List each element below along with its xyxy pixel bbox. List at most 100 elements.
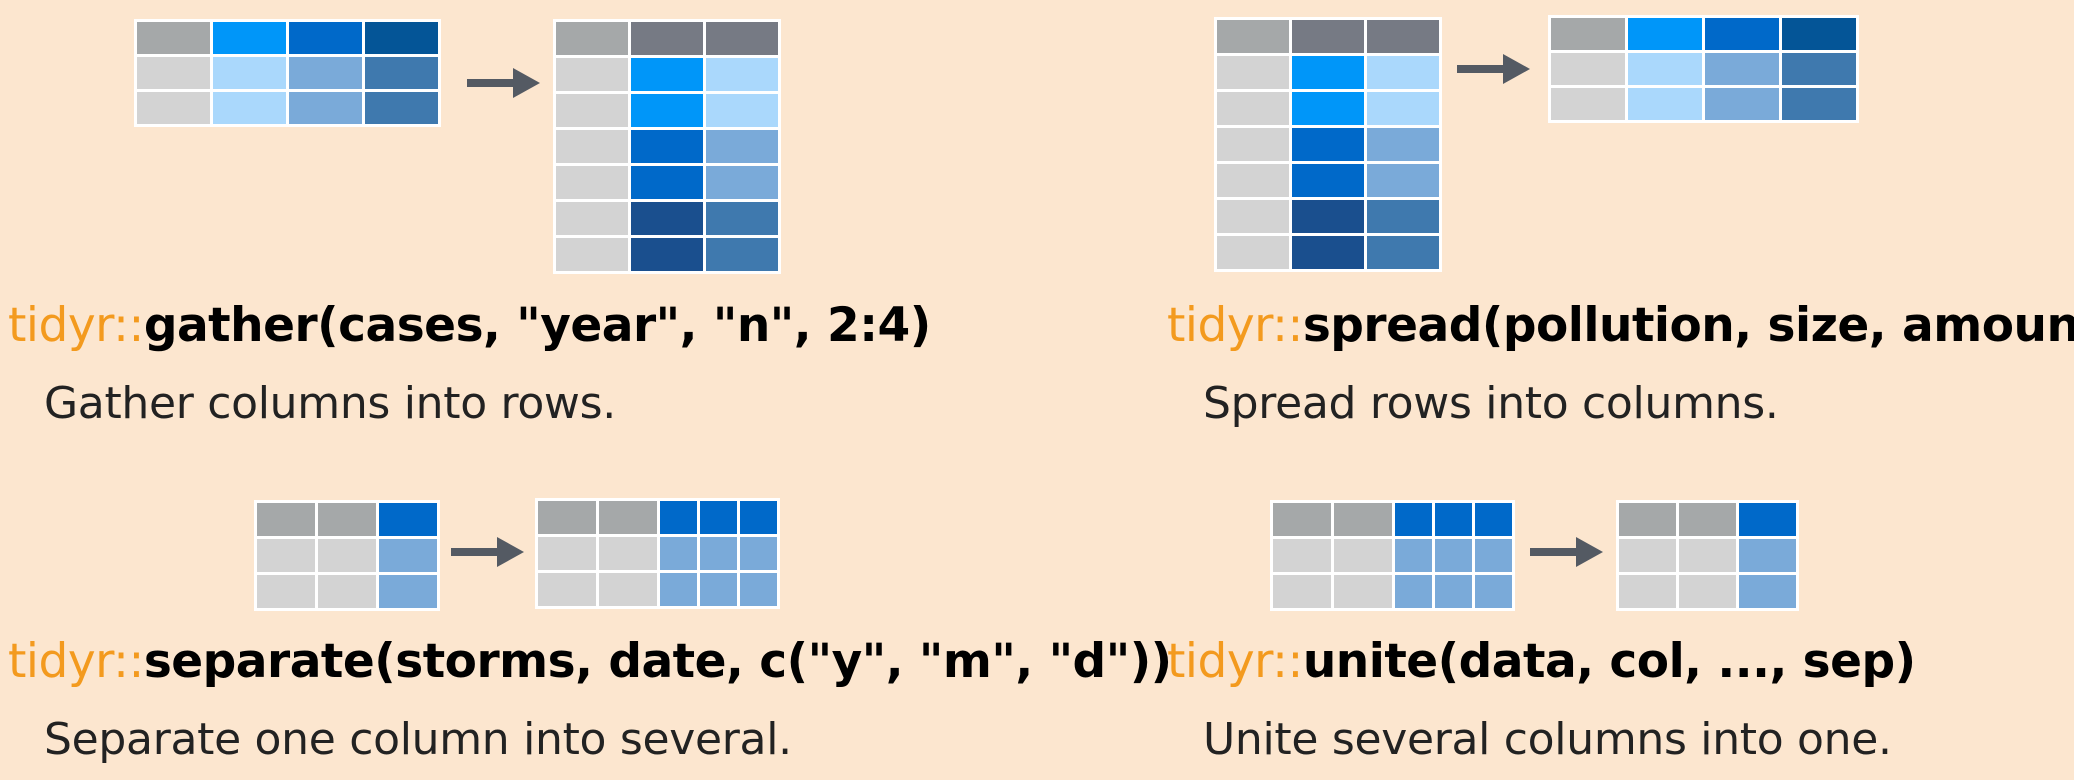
table-cell	[706, 58, 778, 91]
table-cell	[1435, 503, 1472, 536]
table-cell	[706, 202, 778, 235]
table-cell	[1217, 92, 1289, 125]
table-cell	[213, 92, 286, 124]
table-cell	[1782, 18, 1856, 50]
table-cell	[706, 94, 778, 127]
table-cell	[379, 539, 437, 572]
table-cell	[599, 501, 657, 534]
table-cell	[1217, 236, 1289, 269]
spread-output-table	[1548, 15, 1859, 123]
table-cell	[1739, 503, 1796, 536]
table-cell	[365, 22, 438, 54]
table-cell	[706, 238, 778, 271]
spread-function-signature: tidyr::spread(pollution, size, amount)	[1167, 302, 2074, 349]
table-cell	[137, 57, 210, 89]
table-cell	[318, 503, 376, 536]
separate-function-signature: tidyr::separate(storms, date, c("y", "m"…	[8, 638, 1172, 685]
table-cell	[1782, 88, 1856, 120]
table-cell	[660, 573, 697, 606]
table-cell	[599, 537, 657, 570]
separate-output-table	[535, 498, 780, 609]
unite-function-signature: tidyr::unite(data, col, ..., sep)	[1167, 638, 1916, 685]
table-cell	[1475, 503, 1512, 536]
gather-description: Gather columns into rows.	[44, 378, 616, 429]
table-cell	[700, 537, 737, 570]
gather-arrow-icon	[467, 68, 540, 98]
table-cell	[556, 202, 628, 235]
table-cell	[1435, 575, 1472, 608]
table-cell	[1395, 503, 1432, 536]
table-cell	[1334, 539, 1392, 572]
table-cell	[1628, 53, 1702, 85]
table-cell	[599, 573, 657, 606]
table-cell	[740, 573, 777, 606]
unite-description: Unite several columns into one.	[1203, 714, 1892, 765]
gather-input-table	[134, 19, 441, 127]
gather-function-signature: tidyr::gather(cases, "year", "n", 2:4)	[8, 302, 931, 349]
table-cell	[1217, 164, 1289, 197]
table-cell	[1217, 20, 1289, 53]
table-cell	[660, 537, 697, 570]
table-cell	[1217, 56, 1289, 89]
table-cell	[740, 537, 777, 570]
table-cell	[1679, 539, 1736, 572]
unite-package-prefix: tidyr::	[1167, 634, 1303, 689]
table-cell	[1551, 18, 1625, 50]
table-cell	[556, 58, 628, 91]
table-cell	[213, 57, 286, 89]
separate-description: Separate one column into several.	[44, 714, 792, 765]
table-cell	[1739, 539, 1796, 572]
table-cell	[257, 575, 315, 608]
table-cell	[1367, 200, 1439, 233]
table-cell	[1367, 164, 1439, 197]
table-cell	[1292, 236, 1364, 269]
table-cell	[379, 575, 437, 608]
table-cell	[1435, 539, 1472, 572]
spread-description: Spread rows into columns.	[1203, 378, 1779, 429]
table-cell	[1273, 575, 1331, 608]
table-cell	[1367, 92, 1439, 125]
table-cell	[1679, 575, 1736, 608]
table-cell	[1705, 18, 1779, 50]
table-cell	[1705, 53, 1779, 85]
table-cell	[538, 501, 596, 534]
table-cell	[1739, 575, 1796, 608]
table-cell	[213, 22, 286, 54]
table-cell	[1475, 575, 1512, 608]
table-cell	[1217, 200, 1289, 233]
table-cell	[289, 57, 362, 89]
table-cell	[257, 539, 315, 572]
table-cell	[631, 166, 703, 199]
table-cell	[318, 575, 376, 608]
gather-function-call: gather(cases, "year", "n", 2:4)	[143, 298, 931, 353]
unite-function-call: unite(data, col, ..., sep)	[1302, 634, 1916, 689]
table-cell	[137, 92, 210, 124]
table-cell	[631, 130, 703, 163]
table-cell	[1334, 575, 1392, 608]
spread-arrow-icon	[1457, 54, 1530, 84]
table-cell	[1395, 539, 1432, 572]
gather-output-table	[553, 19, 781, 274]
table-cell	[660, 501, 697, 534]
table-cell	[1395, 575, 1432, 608]
table-cell	[631, 202, 703, 235]
table-cell	[1292, 20, 1364, 53]
table-cell	[1367, 56, 1439, 89]
table-cell	[1551, 88, 1625, 120]
table-cell	[1273, 539, 1331, 572]
table-cell	[365, 57, 438, 89]
table-cell	[700, 501, 737, 534]
table-cell	[706, 130, 778, 163]
table-cell	[1292, 128, 1364, 161]
table-cell	[1551, 53, 1625, 85]
table-cell	[1619, 539, 1676, 572]
table-cell	[556, 130, 628, 163]
table-cell	[289, 92, 362, 124]
separate-input-table	[254, 500, 440, 611]
table-cell	[1619, 575, 1676, 608]
gather-package-prefix: tidyr::	[8, 298, 144, 353]
table-cell	[1619, 503, 1676, 536]
table-cell	[1292, 200, 1364, 233]
table-cell	[538, 537, 596, 570]
spread-function-call: spread(pollution, size, amount)	[1302, 298, 2074, 353]
